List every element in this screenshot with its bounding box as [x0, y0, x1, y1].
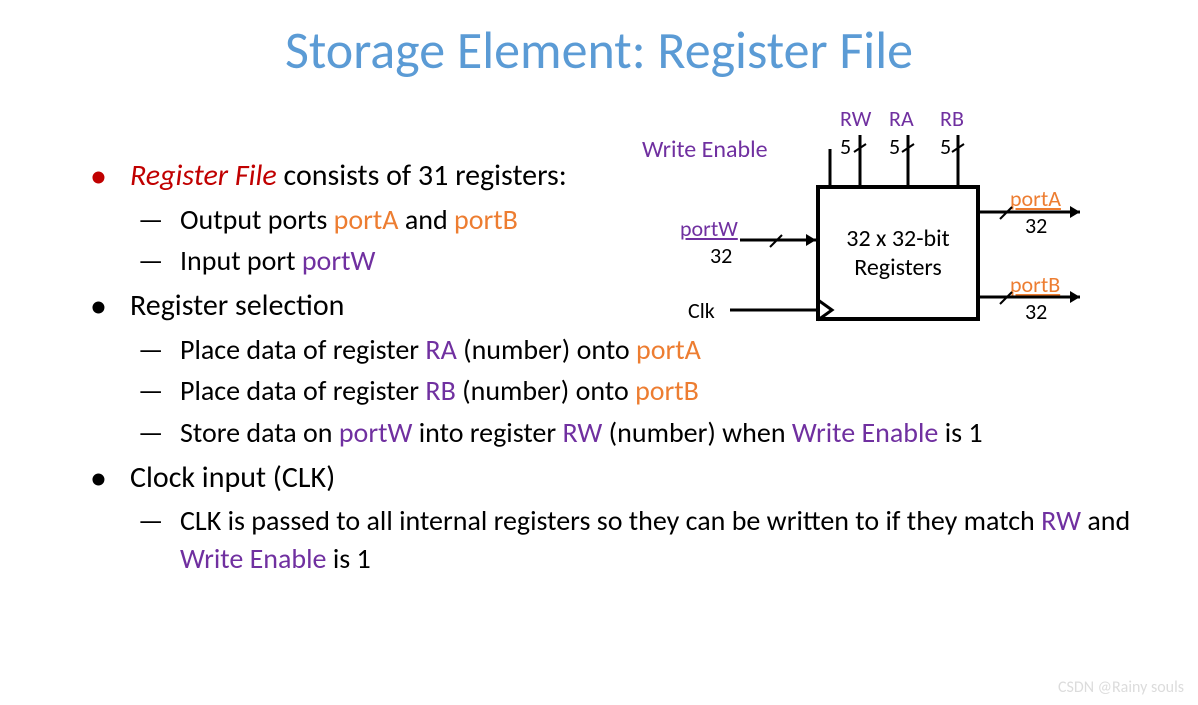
- term-RA: RA: [425, 332, 456, 367]
- bullet-clock-input: Clock input (CLK): [90, 458, 1140, 499]
- term-portB: portB: [635, 373, 699, 408]
- text: (number) onto: [456, 373, 635, 408]
- text: and: [1081, 503, 1130, 538]
- term-RW: RW: [562, 415, 602, 450]
- term-portW: portW: [339, 415, 413, 450]
- term-portB: portB: [454, 202, 518, 237]
- term-write-enable: Write Enable: [180, 541, 326, 576]
- sub-rb: Place data of register RB (number) onto …: [90, 372, 1100, 410]
- text: CLK is passed to all internal registers …: [180, 503, 1041, 538]
- text: (number) onto: [457, 332, 636, 367]
- text: Output ports: [180, 202, 334, 237]
- text: and: [399, 202, 455, 237]
- register-file-diagram: RW RA RB Write Enable 5 5 5 portW 32 Clk…: [640, 105, 1160, 355]
- text: Store data on: [180, 415, 339, 450]
- sub-clk: CLK is passed to all internal registers …: [90, 502, 1140, 578]
- sub-rw: Store data on portW into register RW (nu…: [90, 414, 1100, 452]
- text: is 1: [938, 415, 982, 450]
- text: Place data of register: [180, 332, 425, 367]
- text: Input port: [180, 243, 302, 278]
- term-write-enable: Write Enable: [792, 415, 938, 450]
- diagram-wires: [640, 105, 1160, 355]
- term-portA: portA: [334, 202, 399, 237]
- text: is 1: [326, 541, 370, 576]
- text: (number) when: [602, 415, 792, 450]
- emph-register-file: Register File: [130, 157, 277, 194]
- watermark: CSDN @Rainy souls: [1058, 678, 1184, 697]
- term-portW: portW: [302, 243, 376, 278]
- text: consists of 31 registers:: [277, 157, 567, 194]
- text: Place data of register: [180, 373, 425, 408]
- slide-title: Storage Element: Register File: [0, 0, 1198, 82]
- text: into register: [412, 415, 562, 450]
- term-RB: RB: [425, 373, 455, 408]
- term-RW: RW: [1041, 503, 1081, 538]
